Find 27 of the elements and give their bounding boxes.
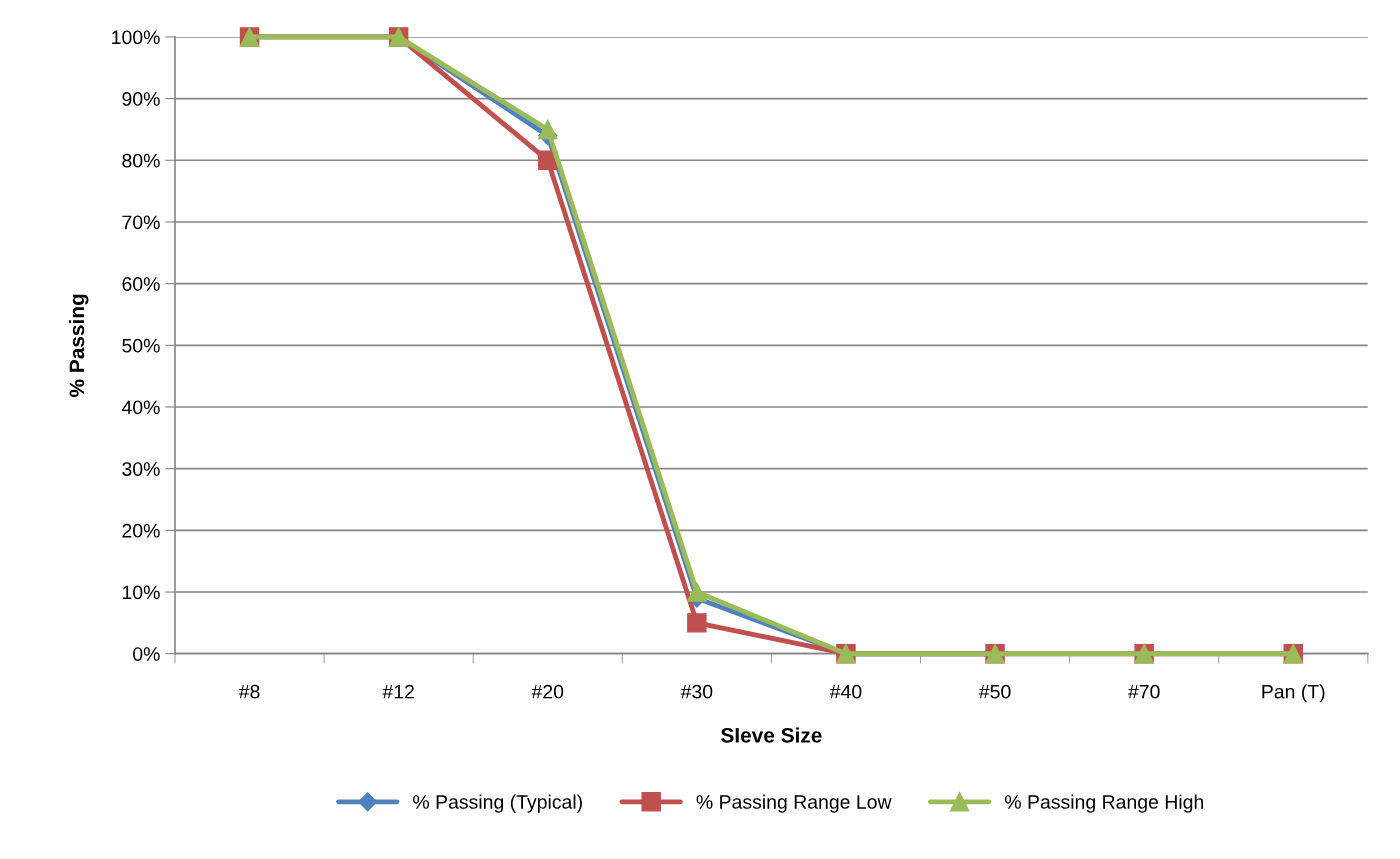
y-tick-label: 10% — [122, 585, 160, 600]
legend-label: % Passing (Typical) — [413, 794, 582, 813]
x-tick-label: #70 — [1128, 684, 1160, 699]
y-tick-label: 50% — [122, 338, 160, 353]
x-tick-label: #40 — [829, 684, 862, 699]
y-tick-label: 20% — [122, 523, 160, 538]
y-tick-label: 80% — [122, 153, 160, 168]
y-tick-label: 30% — [122, 462, 160, 476]
x-tick-label: #8 — [238, 684, 260, 699]
y-tick-label: 100% — [112, 30, 160, 45]
point — [687, 582, 707, 602]
x-tick-label: Pan (T) — [1262, 684, 1325, 703]
point — [687, 613, 707, 633]
y-tick-label: 60% — [122, 277, 160, 291]
y-tick-label: 70% — [122, 215, 160, 230]
legend-label: % Passing Range Low — [696, 794, 892, 813]
point — [538, 119, 558, 140]
y-tick-label: 90% — [122, 92, 160, 106]
legend-label: % Passing Range High — [1005, 794, 1204, 813]
x-tick-label: #30 — [680, 684, 713, 699]
y-tick-label: 0% — [133, 647, 160, 661]
y-tick-label: 40% — [121, 400, 160, 415]
y-axis-title: % Passing — [68, 294, 89, 397]
x-tick-label: #12 — [382, 684, 414, 699]
x-tick-label: #50 — [978, 684, 1011, 699]
x-axis-title: SIeve Size — [721, 727, 822, 743]
x-tick-label: #20 — [531, 684, 564, 699]
